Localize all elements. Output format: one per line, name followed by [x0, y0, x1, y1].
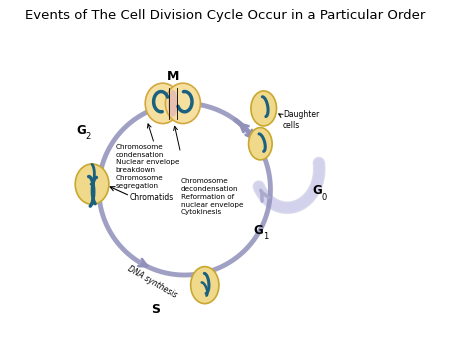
Text: Daughter
cells: Daughter cells: [283, 111, 319, 130]
Text: G: G: [254, 224, 264, 237]
Text: 1: 1: [263, 232, 268, 241]
Ellipse shape: [75, 164, 109, 204]
Text: 2: 2: [86, 132, 90, 141]
Ellipse shape: [166, 83, 200, 124]
Text: M: M: [166, 70, 179, 83]
Ellipse shape: [145, 83, 180, 124]
Text: G: G: [313, 185, 323, 197]
Ellipse shape: [168, 90, 178, 117]
Text: Chromatids: Chromatids: [130, 193, 174, 202]
Ellipse shape: [251, 91, 276, 126]
Text: S: S: [152, 303, 161, 316]
Text: Chromosome
decondensation
Reformation of
nuclear envelope
Cytokinesis: Chromosome decondensation Reformation of…: [180, 178, 243, 215]
Text: G: G: [76, 124, 86, 137]
Text: 0: 0: [322, 193, 327, 202]
Text: Chromosome
condensation
Nuclear envelope
breakdown
Chromosome
segregation: Chromosome condensation Nuclear envelope…: [116, 144, 179, 189]
Text: DNA synthesis: DNA synthesis: [126, 264, 179, 299]
Ellipse shape: [248, 128, 272, 160]
Ellipse shape: [191, 267, 219, 304]
Text: Events of The Cell Division Cycle Occur in a Particular Order: Events of The Cell Division Cycle Occur …: [25, 9, 425, 22]
